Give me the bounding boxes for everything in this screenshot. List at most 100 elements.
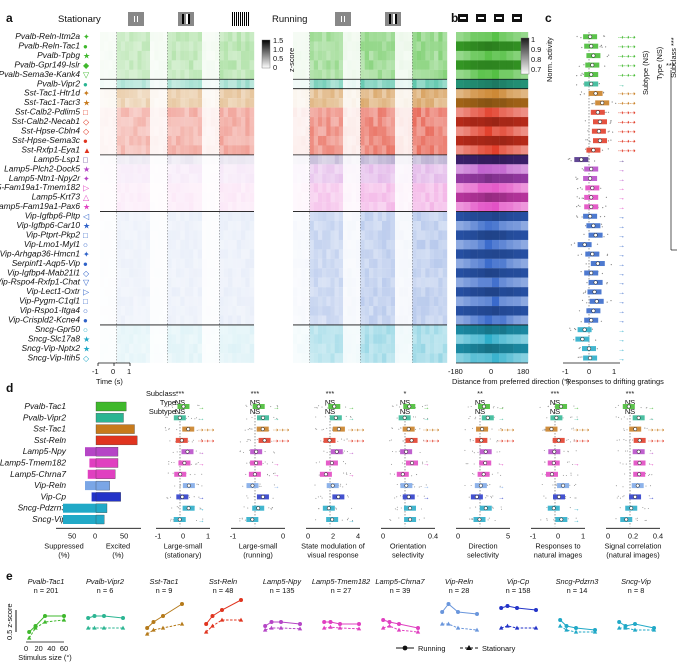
heatmap-cell [232, 296, 237, 307]
heatmap-cell [206, 315, 211, 326]
median-marker [406, 494, 411, 499]
heatmap-cell [343, 60, 348, 70]
heatmap-cell [408, 287, 413, 297]
direction-cell [477, 135, 485, 146]
cell-point [176, 451, 178, 453]
heatmap-cell [412, 50, 417, 61]
heatmap-cell [438, 126, 443, 137]
heatmap-cell [116, 107, 122, 118]
heatmap-cell [322, 145, 327, 155]
heatmap-cell [390, 296, 396, 307]
heatmap-cell [399, 306, 404, 316]
heatmap-cell [150, 32, 155, 42]
running-line [146, 603, 183, 629]
heatmap-cell [351, 32, 357, 42]
direction-cell [499, 79, 507, 89]
cell-point [576, 216, 579, 218]
median-marker [593, 91, 598, 96]
heatmap-cell [382, 145, 387, 155]
heatmap-cell [351, 88, 357, 99]
heatmap-cell [100, 221, 105, 231]
heatmap-cell [189, 79, 194, 89]
heatmap-cell [141, 353, 147, 363]
heatmap-cell [382, 107, 387, 118]
heatmap-cell [104, 249, 109, 259]
direction-cell [513, 258, 521, 269]
heatmap-cell [438, 164, 443, 174]
heatmap-cell [210, 154, 216, 165]
heatmap-cell [141, 79, 147, 89]
heatmap-cell [301, 145, 306, 155]
direction-cell [492, 117, 500, 127]
direction-cell [506, 239, 514, 250]
heatmap-cell [382, 98, 387, 108]
median-marker [635, 483, 640, 488]
metric-tick: 0.4 [428, 531, 438, 540]
heatmap-cell [116, 126, 122, 137]
heatmap-cell [293, 306, 298, 316]
cell-point [179, 485, 181, 487]
direction-cell [506, 183, 514, 193]
heatmap-cell [442, 154, 448, 165]
heatmap-cell [210, 249, 216, 259]
cell-point [172, 451, 174, 453]
heatmap-cell [369, 268, 374, 278]
heatmap-cell [228, 154, 233, 165]
heatmap-cell [236, 258, 242, 269]
heatmap-cell [104, 69, 109, 80]
metric-significance: NS [475, 398, 485, 407]
heatmap-cell [356, 221, 361, 231]
heatmap-cell [108, 239, 113, 250]
cell-point [500, 506, 502, 508]
heatmap-cell [245, 117, 250, 127]
heatmap-cell [429, 145, 435, 155]
heatmap-cell [145, 41, 151, 51]
cell-point [272, 473, 275, 475]
heatmap-cell [249, 343, 255, 354]
heatmap-cell [442, 268, 448, 278]
heatmap-cell [197, 324, 203, 335]
heatmap-cell [210, 202, 216, 212]
cell-point [188, 495, 190, 497]
heatmap-cell [395, 173, 400, 184]
heatmap-cell [202, 41, 207, 51]
cell-point [198, 496, 200, 498]
heatmap-cell [228, 202, 233, 212]
significance-arrow: → [498, 495, 505, 502]
b-tick-2: 180 [517, 367, 529, 376]
heatmap-cell [425, 164, 430, 174]
heatmap-cell [158, 202, 164, 212]
cell-point [197, 484, 199, 486]
heatmap-cell [150, 69, 155, 80]
heatmap-cell [176, 202, 181, 212]
median-marker [589, 204, 594, 209]
heatmap-cell [158, 164, 164, 174]
heatmap-cell [184, 353, 190, 363]
heatmap-cell [145, 249, 151, 259]
cell-point [191, 441, 193, 443]
heatmap-cell [429, 32, 435, 42]
heatmap-cell [395, 221, 400, 231]
heatmap-cell [425, 239, 430, 250]
heatmap-cell [421, 192, 426, 203]
heatmap-cell [309, 192, 315, 203]
heatmap-cell [343, 145, 348, 155]
heatmap-cell [158, 258, 164, 269]
heatmap-cell [360, 258, 365, 269]
direction-cell [520, 69, 529, 80]
heatmap-cell [429, 296, 435, 307]
heatmap-cell [429, 211, 435, 222]
heatmap-cell [369, 183, 374, 193]
cell-point [398, 517, 400, 519]
heatmap-cell [305, 69, 310, 80]
cell-point [471, 473, 474, 475]
heatmap-cell [369, 306, 374, 316]
heatmap-cell [399, 277, 404, 288]
heatmap-cell [125, 202, 130, 212]
heatmap-cell [442, 145, 448, 155]
heatmap-cell [141, 192, 147, 203]
heatmap-cell [125, 173, 130, 184]
heatmap-cell [171, 41, 177, 51]
heatmap-cell [120, 343, 126, 354]
heatmap-cell [125, 343, 130, 354]
